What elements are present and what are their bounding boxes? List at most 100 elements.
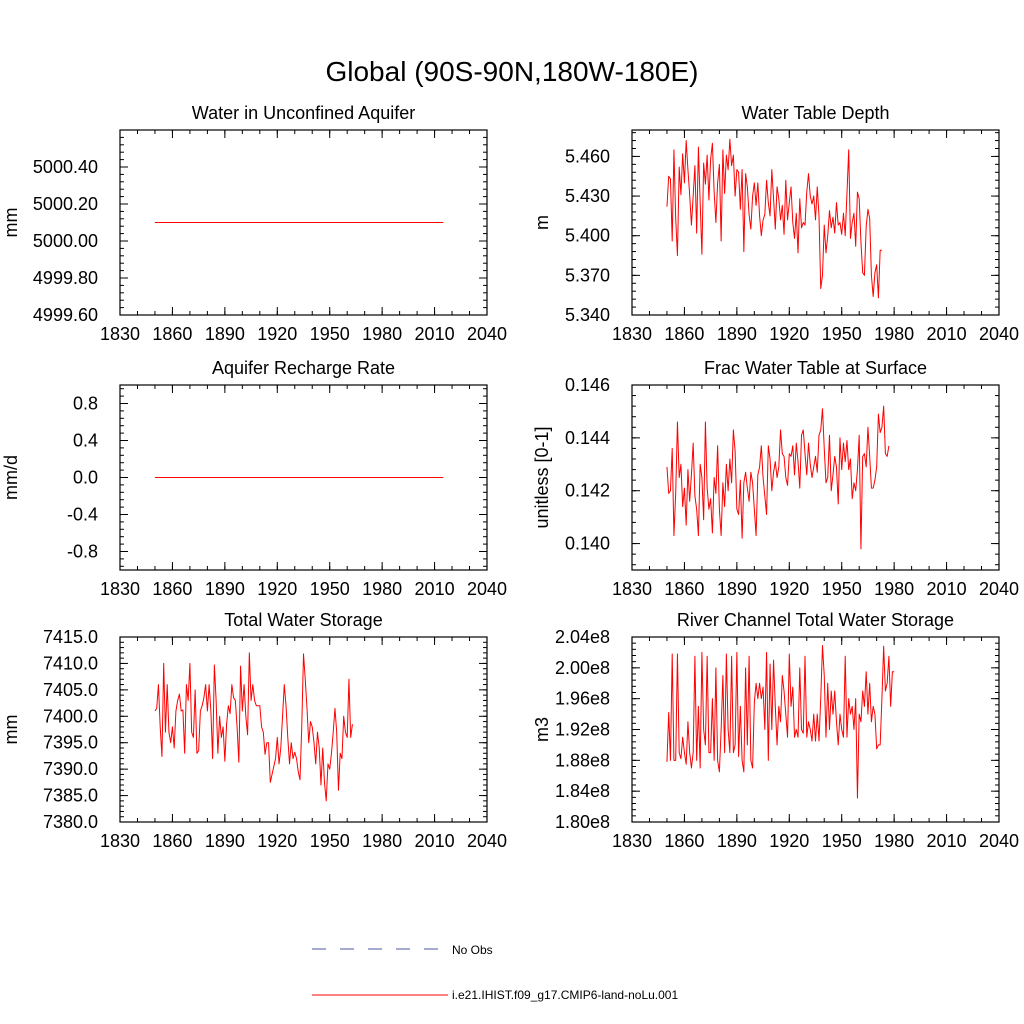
y-axis-label: m — [532, 215, 552, 230]
x-tick-label: 1890 — [205, 324, 245, 344]
legend-label-model-run: i.e21.IHIST.f09_g17.CMIP6-land-noLu.001 — [452, 988, 678, 1002]
x-tick-label: 1860 — [152, 324, 192, 344]
x-tick-label: 1860 — [152, 579, 192, 599]
chart-panel-1: Water in Unconfined Aquifer mm 1830 1860 189… — [1, 103, 507, 344]
x-tick-label: 1860 — [664, 324, 704, 344]
x-tick-label: 2040 — [467, 831, 507, 851]
x-tick-label: 1920 — [769, 831, 809, 851]
series-line — [154, 652, 353, 802]
x-tick-label: 1830 — [612, 579, 652, 599]
x-tick-label: 1890 — [717, 324, 757, 344]
y-tick-label: 7405.0 — [43, 680, 98, 700]
y-tick-label: 7415.0 — [43, 627, 98, 647]
x-tick-label: 2040 — [979, 831, 1019, 851]
x-tick-label: 1830 — [100, 831, 140, 851]
plot-frame — [631, 384, 1000, 571]
panel-title: Water Table Depth — [741, 103, 889, 123]
y-tick-label: 2.00e8 — [555, 658, 610, 678]
y-tick-label: 1.88e8 — [555, 750, 610, 770]
x-tick-label: 1920 — [769, 324, 809, 344]
y-tick-label: 7380.0 — [43, 812, 98, 832]
x-tick-label: 1950 — [822, 579, 862, 599]
x-tick-label: 1980 — [874, 579, 914, 599]
panel-title: River Channel Total Water Storage — [677, 610, 954, 630]
y-tick-label: 0.0 — [73, 468, 98, 488]
x-tick-label: 2010 — [415, 831, 455, 851]
y-tick-label: 0.146 — [565, 375, 610, 395]
x-tick-label: 1950 — [310, 579, 350, 599]
chart-panels: Water in Unconfined Aquifer mm 1830 1860 189… — [1, 103, 1019, 851]
y-tick-label: 1.84e8 — [555, 781, 610, 801]
plot-frame — [119, 129, 488, 316]
y-tick-label: 1.80e8 — [555, 812, 610, 832]
y-tick-label: 5.400 — [565, 226, 610, 246]
chart-panel-5: Total Water Storage mm 1830 1860 1890 1920 195… — [1, 610, 507, 851]
plot-frame — [119, 636, 488, 823]
x-tick-label: 2010 — [927, 324, 967, 344]
plot-frame — [631, 636, 1000, 823]
y-tick-label: 4999.80 — [33, 268, 98, 288]
chart-panel-4: Frac Water Table at Surface unitless [0-1… — [532, 358, 1019, 599]
y-tick-label: 0.4 — [73, 431, 98, 451]
chart-panel-2: Water Table Depth m 1830 1860 1890 1920 1950 19… — [532, 103, 1019, 344]
y-tick-label: -0.8 — [67, 542, 98, 562]
x-tick-label: 1950 — [822, 324, 862, 344]
y-tick-label: 1.92e8 — [555, 720, 610, 740]
y-tick-label: 7385.0 — [43, 786, 98, 806]
y-axis-label: mm/d — [1, 455, 21, 500]
y-tick-label: 5000.20 — [33, 194, 98, 214]
x-tick-label: 2040 — [979, 324, 1019, 344]
series-line — [666, 644, 895, 799]
y-tick-label: 5.370 — [565, 265, 610, 285]
y-axis-label: mm — [1, 208, 21, 238]
x-tick-label: 1980 — [874, 831, 914, 851]
panel-title: Water in Unconfined Aquifer — [192, 103, 415, 123]
y-tick-label: 0.8 — [73, 394, 98, 414]
x-tick-label: 1920 — [769, 579, 809, 599]
x-tick-label: 1890 — [717, 831, 757, 851]
x-tick-label: 1980 — [362, 579, 402, 599]
legend-label-no-obs: No Obs — [452, 943, 493, 957]
x-tick-label: 2040 — [467, 579, 507, 599]
x-tick-label: 2040 — [467, 324, 507, 344]
x-tick-label: 1950 — [310, 324, 350, 344]
y-tick-label: 1.96e8 — [555, 689, 610, 709]
x-tick-label: 2010 — [927, 579, 967, 599]
x-tick-label: 1890 — [205, 831, 245, 851]
plot-frame — [631, 129, 1000, 316]
series-line — [666, 405, 890, 550]
y-tick-label: -0.4 — [67, 505, 98, 525]
y-tick-label: 7390.0 — [43, 759, 98, 779]
y-axis-label: mm — [1, 715, 21, 745]
y-tick-label: 0.142 — [565, 481, 610, 501]
x-tick-label: 1830 — [100, 324, 140, 344]
y-tick-label: 5000.00 — [33, 231, 98, 251]
y-tick-label: 5.340 — [565, 305, 610, 325]
y-tick-label: 5.460 — [565, 146, 610, 166]
x-tick-label: 1980 — [362, 324, 402, 344]
y-tick-label: 7410.0 — [43, 653, 98, 673]
panel-title: Aquifer Recharge Rate — [212, 358, 395, 378]
y-tick-label: 5000.40 — [33, 157, 98, 177]
x-tick-label: 1980 — [362, 831, 402, 851]
x-tick-label: 1950 — [822, 831, 862, 851]
page-title: Global (90S-90N,180W-180E) — [325, 56, 699, 87]
y-axis-label: m3 — [532, 717, 552, 742]
x-tick-label: 1830 — [612, 831, 652, 851]
series-line — [666, 138, 882, 299]
chart-panel-3: Aquifer Recharge Rate mm/d 1830 1860 1890 192… — [1, 358, 507, 599]
legend: No Obs i.e21.IHIST.f09_g17.CMIP6-land-no… — [312, 943, 678, 1002]
x-tick-label: 1920 — [257, 324, 297, 344]
panel-title: Frac Water Table at Surface — [704, 358, 927, 378]
x-tick-label: 2010 — [415, 324, 455, 344]
y-tick-label: 0.140 — [565, 534, 610, 554]
x-tick-label: 2010 — [415, 579, 455, 599]
y-tick-label: 7400.0 — [43, 706, 98, 726]
y-tick-label: 2.04e8 — [555, 627, 610, 647]
y-axis-label: unitless [0-1] — [532, 426, 552, 528]
panel-title: Total Water Storage — [224, 610, 382, 630]
x-tick-label: 1920 — [257, 831, 297, 851]
x-tick-label: 1920 — [257, 579, 297, 599]
